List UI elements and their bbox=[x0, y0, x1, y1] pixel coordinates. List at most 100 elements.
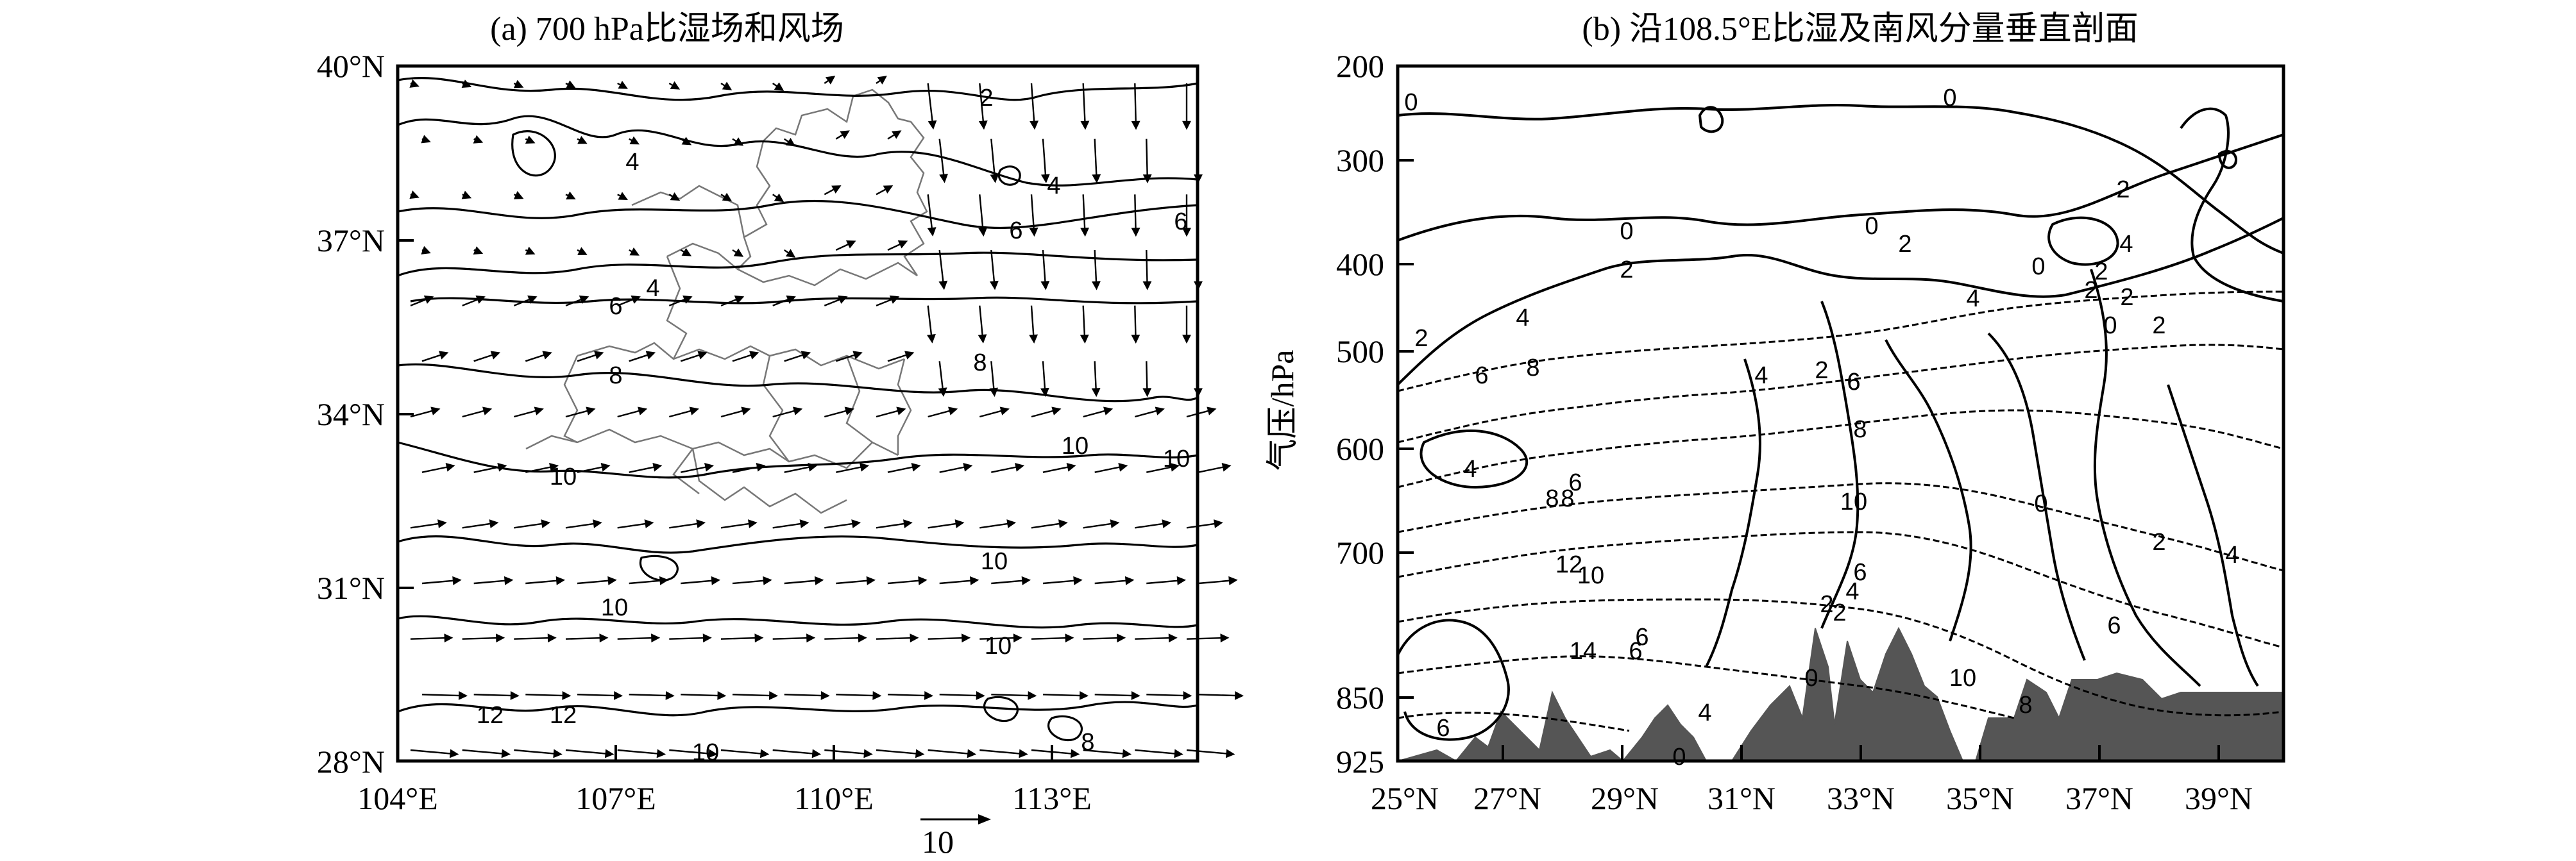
wind-arrowhead bbox=[594, 351, 604, 360]
wind-arrowhead bbox=[748, 519, 758, 528]
contour-label: 2 bbox=[1820, 591, 1833, 618]
contour-label: 8 bbox=[2019, 692, 2032, 719]
contour-label: 2 bbox=[2120, 284, 2133, 311]
wind-arrow bbox=[1198, 694, 1242, 697]
contour-label: 2 bbox=[1833, 599, 1846, 626]
wind-arrowhead bbox=[579, 295, 589, 304]
wind-arrowhead bbox=[877, 76, 887, 85]
wind-arrowhead bbox=[600, 463, 611, 472]
wind-arrowhead bbox=[1214, 519, 1223, 528]
wind-arrowhead bbox=[708, 749, 718, 758]
wind-arrowhead bbox=[1122, 749, 1132, 758]
contour-label: 10 bbox=[1062, 433, 1089, 460]
reference-vector-label: 10 bbox=[922, 824, 954, 860]
wind-arrowhead bbox=[1040, 174, 1050, 183]
contour-label: 10 bbox=[1577, 562, 1604, 589]
wind-arrowhead bbox=[1092, 174, 1101, 183]
y-tick-label: 500 bbox=[1336, 333, 1384, 369]
wind-arrow bbox=[669, 749, 716, 755]
contour-label: 4 bbox=[646, 275, 659, 302]
wind-arrowhead bbox=[586, 406, 596, 415]
wind-arrowhead bbox=[510, 691, 520, 700]
wind-arrow bbox=[1146, 694, 1191, 697]
wind-arrowhead bbox=[1220, 633, 1230, 643]
wind-arrowhead bbox=[618, 81, 628, 89]
y-tick-label: 700 bbox=[1336, 535, 1384, 571]
wind-arrowhead bbox=[872, 691, 882, 700]
wind-arrowhead bbox=[903, 519, 913, 528]
contour-label: 8 bbox=[1081, 729, 1094, 756]
wind-arrowhead bbox=[927, 227, 936, 237]
wind-arrowhead bbox=[513, 79, 524, 88]
wind-arrowhead bbox=[976, 691, 985, 700]
wind-arrow bbox=[887, 694, 932, 697]
contour-label: 14 bbox=[1570, 638, 1597, 665]
wind-arrow bbox=[732, 694, 777, 697]
reference-vector: 10 bbox=[920, 814, 991, 860]
contour-label: 0 bbox=[1804, 665, 1818, 692]
wind-arrow bbox=[577, 694, 622, 697]
wind-arrowhead bbox=[927, 333, 936, 344]
wind-arrowhead bbox=[1015, 463, 1025, 472]
panel-a-x-tick-labels: 104°E 107°E 110°E 113°E bbox=[357, 780, 1092, 816]
wind-arrowhead bbox=[910, 633, 919, 643]
wind-arrowhead bbox=[1162, 519, 1172, 528]
wind-arrowhead bbox=[793, 406, 803, 415]
contour-label: 0 bbox=[1943, 85, 1956, 112]
wind-arrow bbox=[824, 749, 872, 755]
wind-arrowhead bbox=[681, 247, 692, 256]
contour-label: 6 bbox=[1475, 362, 1488, 389]
wind-arrowhead bbox=[421, 246, 431, 255]
wind-arrowhead bbox=[1019, 749, 1028, 758]
wind-arrowhead bbox=[999, 406, 1010, 415]
panel-a-y-tick-labels: 40°N 37°N 34°N 31°N 28°N bbox=[317, 48, 385, 780]
wind-arrowhead bbox=[1221, 463, 1232, 472]
y-tick-label: 200 bbox=[1336, 48, 1384, 84]
wind-arrowhead bbox=[504, 576, 514, 585]
wind-arrowhead bbox=[409, 79, 419, 88]
wind-arrow bbox=[784, 694, 829, 697]
wind-arrowhead bbox=[808, 463, 818, 472]
wind-arrowhead bbox=[978, 120, 988, 130]
wind-arrowhead bbox=[445, 463, 455, 472]
wind-arrowhead bbox=[496, 633, 505, 643]
wind-arrowhead bbox=[1080, 228, 1089, 237]
wind-arrow bbox=[421, 694, 466, 697]
wind-arrowhead bbox=[1079, 691, 1089, 700]
terrain bbox=[1398, 626, 2284, 762]
wind-arrowhead bbox=[915, 749, 925, 758]
wind-arrowhead bbox=[889, 295, 900, 304]
contour-label: 12 bbox=[550, 702, 577, 729]
contour-label: 10 bbox=[601, 594, 628, 621]
wind-arrowhead bbox=[845, 240, 856, 249]
x-tick-label: 29°N bbox=[1591, 780, 1659, 816]
wind-arrowhead bbox=[989, 387, 999, 397]
contour-label: 2 bbox=[1898, 231, 1911, 258]
x-tick-label: 31°N bbox=[1707, 780, 1775, 816]
wind-arrowhead bbox=[722, 192, 733, 202]
x-tick-label: 39°N bbox=[2185, 780, 2253, 816]
wind-arrowhead bbox=[1073, 576, 1083, 585]
wind-arrowhead bbox=[697, 351, 708, 360]
contour-label: 2 bbox=[2094, 258, 2108, 285]
wind-arrowhead bbox=[892, 130, 902, 139]
panel-b-ylabel: 气压/hPa bbox=[1264, 350, 1300, 471]
wind-arrow bbox=[1135, 749, 1182, 755]
contour-label: 4 bbox=[2225, 542, 2239, 569]
wind-arrowhead bbox=[577, 247, 588, 255]
contour-label: 0 bbox=[1620, 218, 1633, 245]
wind-arrowhead bbox=[1124, 576, 1135, 585]
x-tick-label: 104°E bbox=[357, 780, 438, 816]
wind-arrow bbox=[1030, 83, 1036, 128]
wind-arrowhead bbox=[844, 406, 854, 415]
y-tick-label: 600 bbox=[1336, 431, 1384, 467]
humidity-contours-b bbox=[1396, 103, 2284, 741]
wind-arrowhead bbox=[768, 691, 779, 700]
wind-arrowhead bbox=[1029, 227, 1038, 237]
wind-arrowhead bbox=[1142, 388, 1152, 397]
wind-arrow bbox=[473, 694, 518, 697]
y-tick-label: 40°N bbox=[317, 48, 385, 84]
x-tick-label: 33°N bbox=[1827, 780, 1895, 816]
wind-arrowhead bbox=[774, 82, 784, 91]
